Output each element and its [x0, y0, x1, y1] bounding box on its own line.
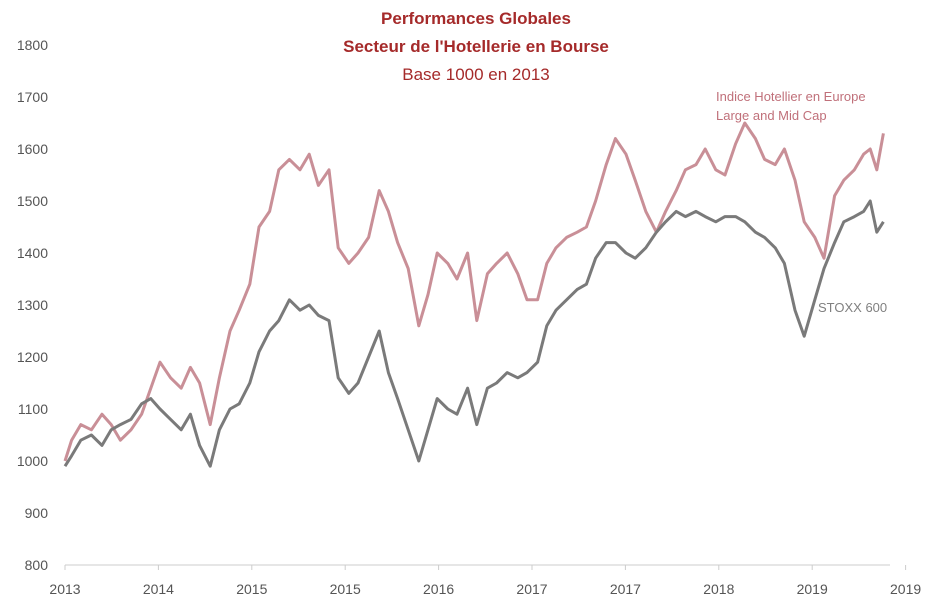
x-tick-label: 2015 — [330, 581, 361, 597]
y-tick-label: 900 — [25, 505, 49, 521]
y-tick-label: 1000 — [17, 453, 48, 469]
y-tick-label: 1200 — [17, 349, 48, 365]
x-tick-label: 2015 — [236, 581, 267, 597]
y-tick-label: 1800 — [17, 37, 48, 53]
annotation-hotel-line1: Indice Hotellier en Europe — [716, 89, 866, 104]
x-tick-label: 2017 — [610, 581, 641, 597]
chart-title: Performances Globales — [381, 9, 571, 28]
x-tick-label: 2013 — [49, 581, 80, 597]
x-tick-label: 2017 — [516, 581, 547, 597]
y-tick-label: 800 — [25, 557, 49, 573]
x-axis: 2013 2014 2015 2015 2016 2017 2017 2018 2019 2019 — [49, 564, 921, 597]
series-line-stoxx-600 — [63, 199, 885, 468]
y-tick-label: 1700 — [17, 89, 48, 105]
y-tick-label: 1500 — [17, 193, 48, 209]
y-tick-label: 1300 — [17, 297, 48, 313]
y-tick-label: 1100 — [18, 401, 48, 417]
x-tick-label: 2016 — [423, 581, 454, 597]
series-line-hotel-index — [63, 121, 885, 462]
x-tick-label: 2018 — [703, 581, 734, 597]
y-tick-label: 1400 — [17, 245, 48, 261]
y-tick-label: 1600 — [17, 141, 48, 157]
chart-subtitle-1: Secteur de l'Hotellerie en Bourse — [343, 37, 609, 56]
chart-subtitle-2: Base 1000 en 2013 — [402, 65, 549, 84]
plot-area — [63, 121, 885, 468]
x-tick-label: 2019 — [890, 581, 921, 597]
annotation-stoxx: STOXX 600 — [818, 300, 887, 315]
x-tick-label: 2014 — [143, 581, 174, 597]
x-tick-label: 2019 — [797, 581, 828, 597]
y-axis: 800 900 1000 1100 1200 1300 1400 1500 1600 1700 18… — [17, 37, 48, 573]
annotation-hotel-line2: Large and Mid Cap — [716, 108, 827, 123]
